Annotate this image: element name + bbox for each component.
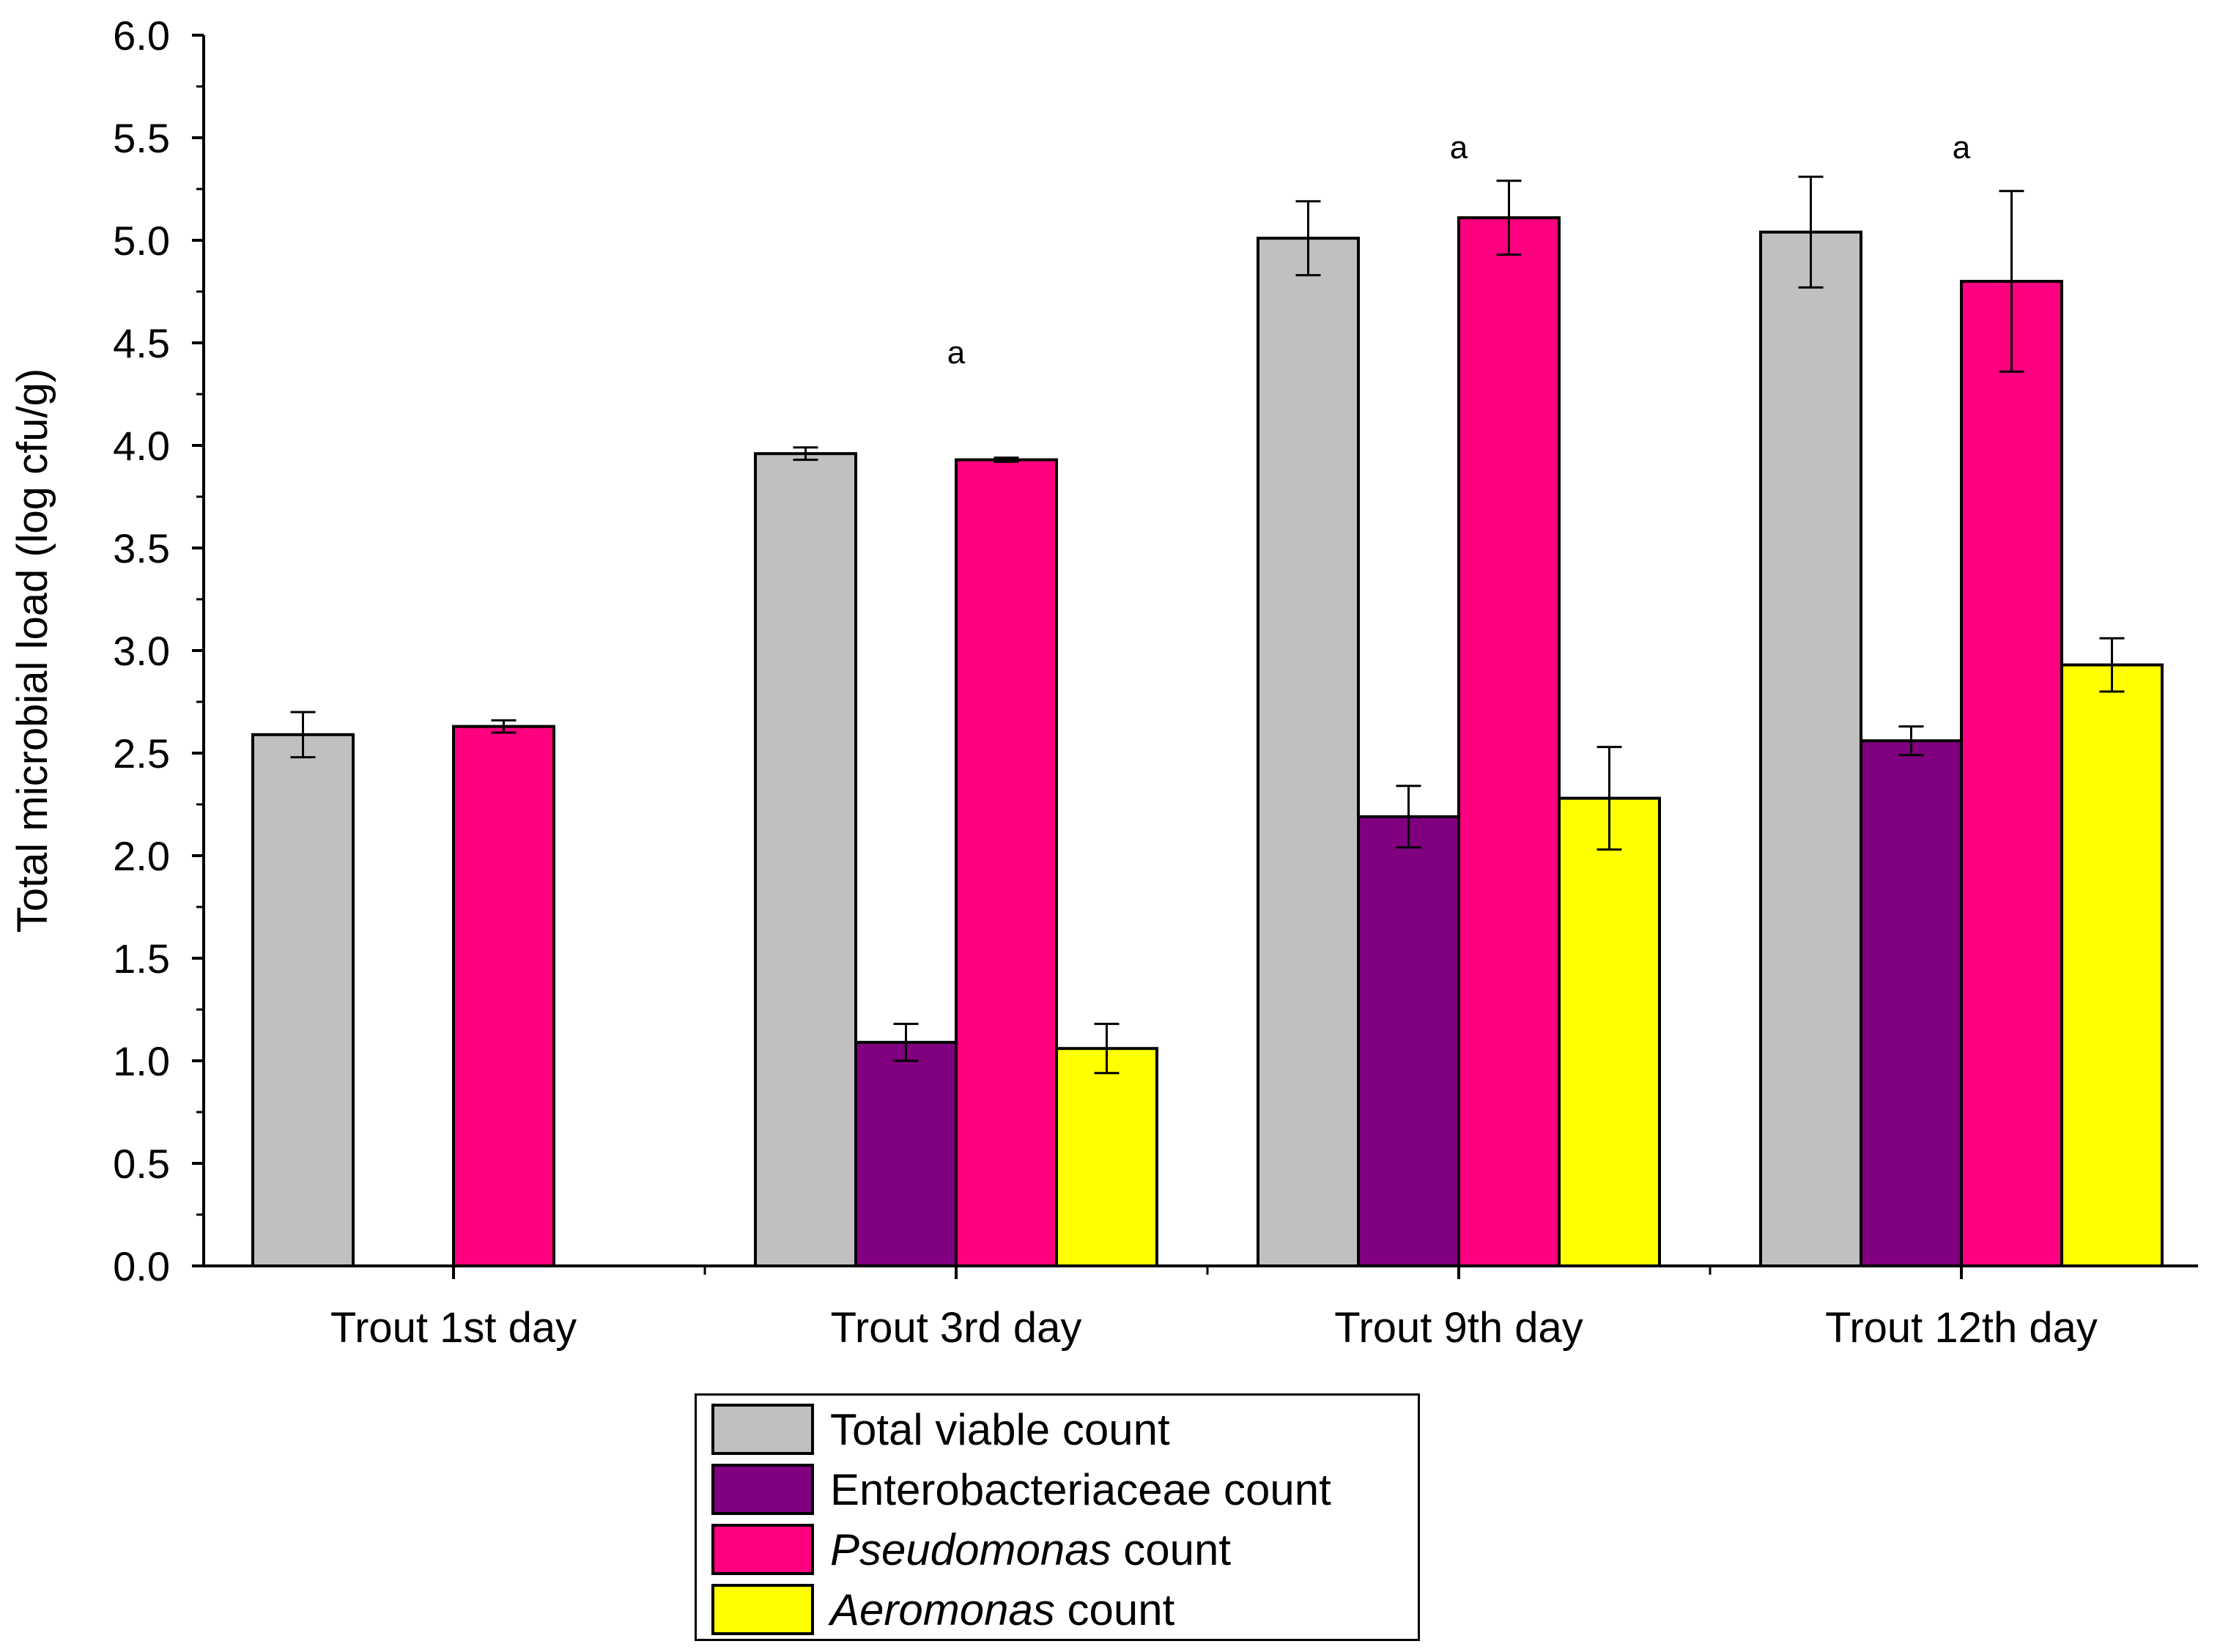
y-tick-label-2-0: 2.0 xyxy=(113,833,170,879)
annotation-trout-3rd-day: a xyxy=(947,335,966,371)
bars xyxy=(253,218,2162,1266)
bar-total-viable-count-trout-1st-day xyxy=(253,735,353,1266)
y-axis-label: Total microbial load (log cfu/g) xyxy=(9,368,56,933)
y-tick-label-1-5: 1.5 xyxy=(113,936,170,982)
y-tick-label-2-5: 2.5 xyxy=(113,730,170,777)
bar-aeromonas-count-trout-9th-day xyxy=(1559,799,1660,1266)
y-tick-label-5-5: 5.5 xyxy=(113,115,170,161)
bar-aeromonas-count-trout-12th-day xyxy=(2062,665,2162,1266)
y-tick-label-3-5: 3.5 xyxy=(113,525,170,571)
legend-label-enterobacteriaceae: Enterobacteriaceae count xyxy=(830,1464,1331,1515)
bar-pseudomonas-count-trout-12th-day xyxy=(1961,281,2062,1266)
y-tick-label-3-0: 3.0 xyxy=(113,628,170,674)
bar-total-viable-count-trout-12th-day xyxy=(1761,232,1861,1266)
legend: Total viable count Enterobacteriaceae co… xyxy=(695,1393,1420,1641)
bar-total-viable-count-trout-3rd-day xyxy=(755,453,856,1266)
y-tick-label-5-0: 5.0 xyxy=(113,218,170,264)
bar-enterobacteriaceae-count-trout-9th-day xyxy=(1358,817,1459,1266)
legend-swatch-pseudomonas xyxy=(711,1524,814,1575)
x-tick-label-trout-3rd-day: Trout 3rd day xyxy=(831,1304,1082,1352)
bar-pseudomonas-count-trout-3rd-day xyxy=(956,460,1057,1266)
legend-item-enterobacteriaceae: Enterobacteriaceae count xyxy=(711,1462,1331,1517)
y-tick-label-0-0: 0.0 xyxy=(113,1243,170,1289)
bar-pseudomonas-count-trout-9th-day xyxy=(1459,218,1559,1266)
bar-enterobacteriaceae-count-trout-3rd-day xyxy=(856,1042,956,1266)
x-tick-label-trout-12th-day: Trout 12th day xyxy=(1825,1304,2098,1352)
bar-aeromonas-count-trout-3rd-day xyxy=(1057,1048,1157,1266)
legend-label-pseudomonas: Pseudomonas count xyxy=(830,1525,1231,1575)
legend-swatch-aeromonas xyxy=(711,1584,814,1635)
bar-enterobacteriaceae-count-trout-12th-day xyxy=(1861,741,1961,1266)
annotation-trout-12th-day: a xyxy=(1953,130,1971,166)
bar-total-viable-count-trout-9th-day xyxy=(1258,238,1358,1266)
y-tick-label-0-5: 0.5 xyxy=(113,1141,170,1187)
legend-label-total-viable: Total viable count xyxy=(830,1404,1170,1455)
legend-item-total-viable: Total viable count xyxy=(711,1401,1170,1457)
y-ticks: 0.0 0.5 1.0 1.5 2.0 2.5 3.0 3.5 4.0 4.5 5.0 5.5 6.0 xyxy=(113,12,204,1289)
y-tick-label-4-5: 4.5 xyxy=(113,320,170,366)
legend-swatch-total-viable xyxy=(711,1404,814,1455)
y-tick-label-4-0: 4.0 xyxy=(113,423,170,469)
legend-item-pseudomonas: Pseudomonas count xyxy=(711,1522,1231,1577)
legend-label-aeromonas: Aeromonas count xyxy=(830,1585,1174,1635)
legend-swatch-enterobacteriaceae xyxy=(711,1464,814,1515)
y-tick-label-1-0: 1.0 xyxy=(113,1038,170,1084)
x-tick-label-trout-1st-day: Trout 1st day xyxy=(330,1304,577,1352)
bar-pseudomonas-count-trout-1st-day xyxy=(454,727,554,1266)
legend-item-aeromonas: Aeromonas count xyxy=(711,1582,1174,1637)
y-tick-label-6-0: 6.0 xyxy=(113,12,170,59)
x-ticks: Trout 1st day Trout 3rd day Trout 9th day T… xyxy=(330,1266,2098,1352)
annotation-trout-9th-day: a xyxy=(1450,130,1468,166)
x-tick-label-trout-9th-day: Trout 9th day xyxy=(1334,1304,1583,1352)
